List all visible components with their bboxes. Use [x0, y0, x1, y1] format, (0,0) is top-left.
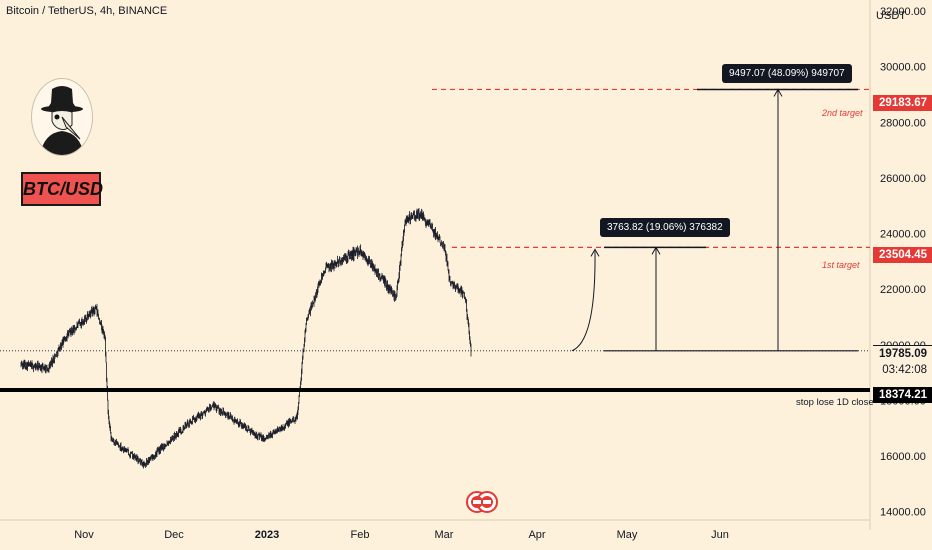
- y-tick-label: 24000.00: [880, 229, 926, 241]
- projection-arrow-head: [590, 248, 600, 257]
- first-target-label: 1st target: [822, 260, 860, 270]
- measure-tooltip-big[interactable]: 9497.07 (48.09%) 949707: [722, 64, 852, 83]
- stop-loss-label: stop lose 1D close: [796, 397, 874, 408]
- x-tick-label: Jun: [711, 529, 729, 541]
- chart-title: Bitcoin / TetherUS, 4h, BINANCE: [6, 5, 168, 17]
- y-axis-unit[interactable]: USDT: [876, 10, 906, 22]
- second-target-price-tag[interactable]: 29183.67: [873, 95, 932, 111]
- events-icon[interactable]: [466, 489, 498, 515]
- x-tick-label: Nov: [74, 529, 94, 541]
- first-target-price-tag[interactable]: 23504.45: [873, 247, 932, 263]
- measure-arrow-big-head: [773, 88, 783, 97]
- x-tick-label: May: [617, 529, 638, 541]
- y-tick-label: 28000.00: [880, 117, 926, 129]
- brand-logo: BTC/USD: [21, 78, 103, 210]
- second-target-label: 2nd target: [822, 108, 863, 118]
- last-price-tag[interactable]: 19785.09: [873, 345, 932, 362]
- measure-arrow-small-head: [651, 246, 661, 255]
- x-tick-label: Mar: [435, 529, 454, 541]
- y-tick-label: 30000.00: [880, 62, 926, 74]
- y-tick-label: 14000.00: [880, 507, 926, 519]
- y-tick-label: 32000.00: [880, 6, 926, 18]
- x-tick-label: Apr: [528, 529, 545, 541]
- measure-tooltip-small[interactable]: 3763.82 (19.06%) 376382: [600, 218, 730, 237]
- x-tick-label: Feb: [351, 529, 370, 541]
- x-tick-label: 2023: [255, 529, 279, 541]
- ticker-badge: BTC/USD: [21, 172, 103, 206]
- projection-curve[interactable]: [571, 251, 596, 352]
- x-tick-label: Dec: [164, 529, 184, 541]
- y-tick-label: 26000.00: [880, 173, 926, 185]
- plague-doctor-icon: [31, 78, 93, 156]
- countdown-tag: 03:42:08: [876, 362, 932, 378]
- y-tick-label: 22000.00: [880, 284, 926, 296]
- stop-loss-price-tag[interactable]: 18374.21: [873, 387, 932, 403]
- y-tick-label: 16000.00: [880, 451, 926, 463]
